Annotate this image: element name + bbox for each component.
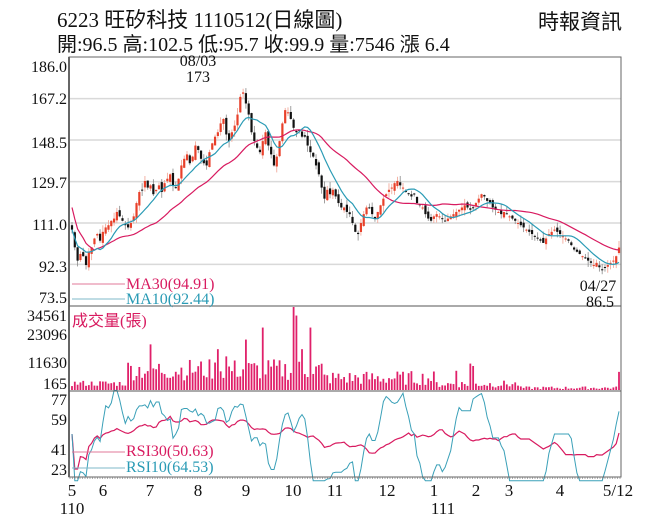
price-tick: 129.7 [31, 175, 67, 192]
x-month-label: 11 [327, 481, 343, 500]
price-tick: 92.3 [39, 259, 67, 276]
ma30-legend: MA30(94.91) [126, 276, 214, 293]
volume-title: 成交量(張) [72, 312, 147, 330]
rsi10-line [71, 389, 620, 482]
volume-tick: 11630 [28, 355, 67, 372]
price-tick: 186.0 [31, 59, 67, 76]
x-month-label: 4 [556, 481, 565, 500]
chart-title: 6223 旺矽科技 1110512(日線圖) [57, 8, 343, 32]
high-date-label: 08/03 [180, 53, 216, 70]
x-month-label: 5 [68, 481, 77, 500]
x-month-label: 2 [472, 481, 481, 500]
rsi-tick: 77 [51, 392, 67, 409]
x-month-label: 9 [242, 481, 251, 500]
x-month-label: 8 [194, 481, 203, 500]
volume-bars [71, 307, 620, 390]
x-month-label: 12 [379, 481, 396, 500]
x-month-label: 3 [505, 481, 514, 500]
price-tick: 148.5 [31, 135, 67, 152]
price-tick: 73.5 [39, 290, 67, 307]
ma10-line [71, 116, 620, 266]
volume-tick: 23096 [27, 327, 67, 344]
x-month-label: 10 [285, 481, 302, 500]
x-month-label: 7 [146, 481, 155, 500]
chart-frame [68, 56, 622, 478]
price-gridlines [69, 97, 621, 266]
low-date-label: 04/27 [580, 278, 616, 295]
data-source-label: 時報資訊 [538, 10, 622, 34]
low-value-label: 86.5 [586, 294, 614, 311]
ma30-line [71, 129, 620, 251]
high-value-label: 173 [186, 69, 210, 86]
ohlc-stats: 開:96.5 高:102.5 低:95.7 收:99.9 量:7546 漲 6.… [57, 34, 450, 56]
x-axis-ticks [69, 477, 621, 479]
volume-tick: 34561 [27, 308, 67, 325]
ma10-legend: MA10(92.44) [126, 291, 214, 308]
rsi10-legend: RSI10(64.53) [126, 459, 214, 476]
candlestick-series [70, 88, 621, 275]
volume-tick: 165 [43, 376, 67, 393]
price-tick: 167.2 [31, 91, 67, 108]
x-month-label: 5/12 [603, 481, 633, 500]
x-month-label: 6 [99, 481, 108, 500]
rsi-tick: 41 [51, 442, 67, 459]
rsi-tick: 23 [51, 462, 67, 479]
x-month-label: 1 [430, 481, 439, 500]
rsi30-line [71, 415, 620, 470]
x-year-label: 111 [431, 499, 455, 518]
rsi30-legend: RSI30(50.63) [126, 443, 214, 460]
price-tick: 111.0 [32, 217, 67, 234]
rsi-tick: 59 [51, 412, 67, 429]
x-year-label: 110 [60, 499, 85, 518]
